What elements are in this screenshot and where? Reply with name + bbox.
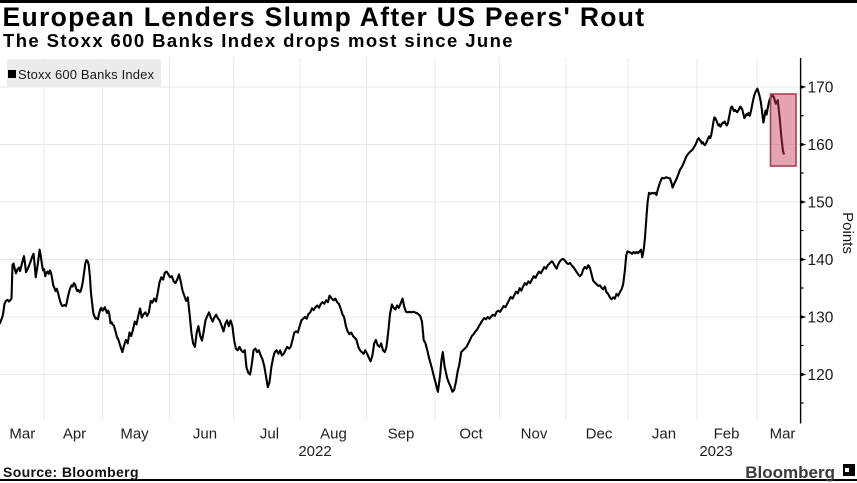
svg-text:150: 150 [808,194,834,211]
svg-text:Mar: Mar [770,426,796,443]
svg-text:Sep: Sep [388,426,415,443]
svg-text:Dec: Dec [586,426,613,443]
svg-text:Jan: Jan [652,426,676,443]
svg-text:Mar: Mar [9,426,35,443]
svg-text:Aug: Aug [320,426,347,443]
svg-text:160: 160 [808,137,834,154]
svg-text:130: 130 [808,309,834,326]
svg-text:Oct: Oct [459,426,483,443]
svg-text:2022: 2022 [298,443,331,460]
svg-text:2023: 2023 [699,443,732,460]
svg-text:170: 170 [808,79,834,96]
svg-text:Feb: Feb [714,426,740,443]
svg-text:May: May [120,426,149,443]
svg-text:Apr: Apr [63,426,86,443]
svg-text:Jul: Jul [260,426,279,443]
svg-text:Points: Points [839,212,856,254]
svg-text:Nov: Nov [521,426,548,443]
svg-text:140: 140 [808,252,834,269]
svg-text:Jun: Jun [193,426,217,443]
svg-text:120: 120 [808,367,834,384]
